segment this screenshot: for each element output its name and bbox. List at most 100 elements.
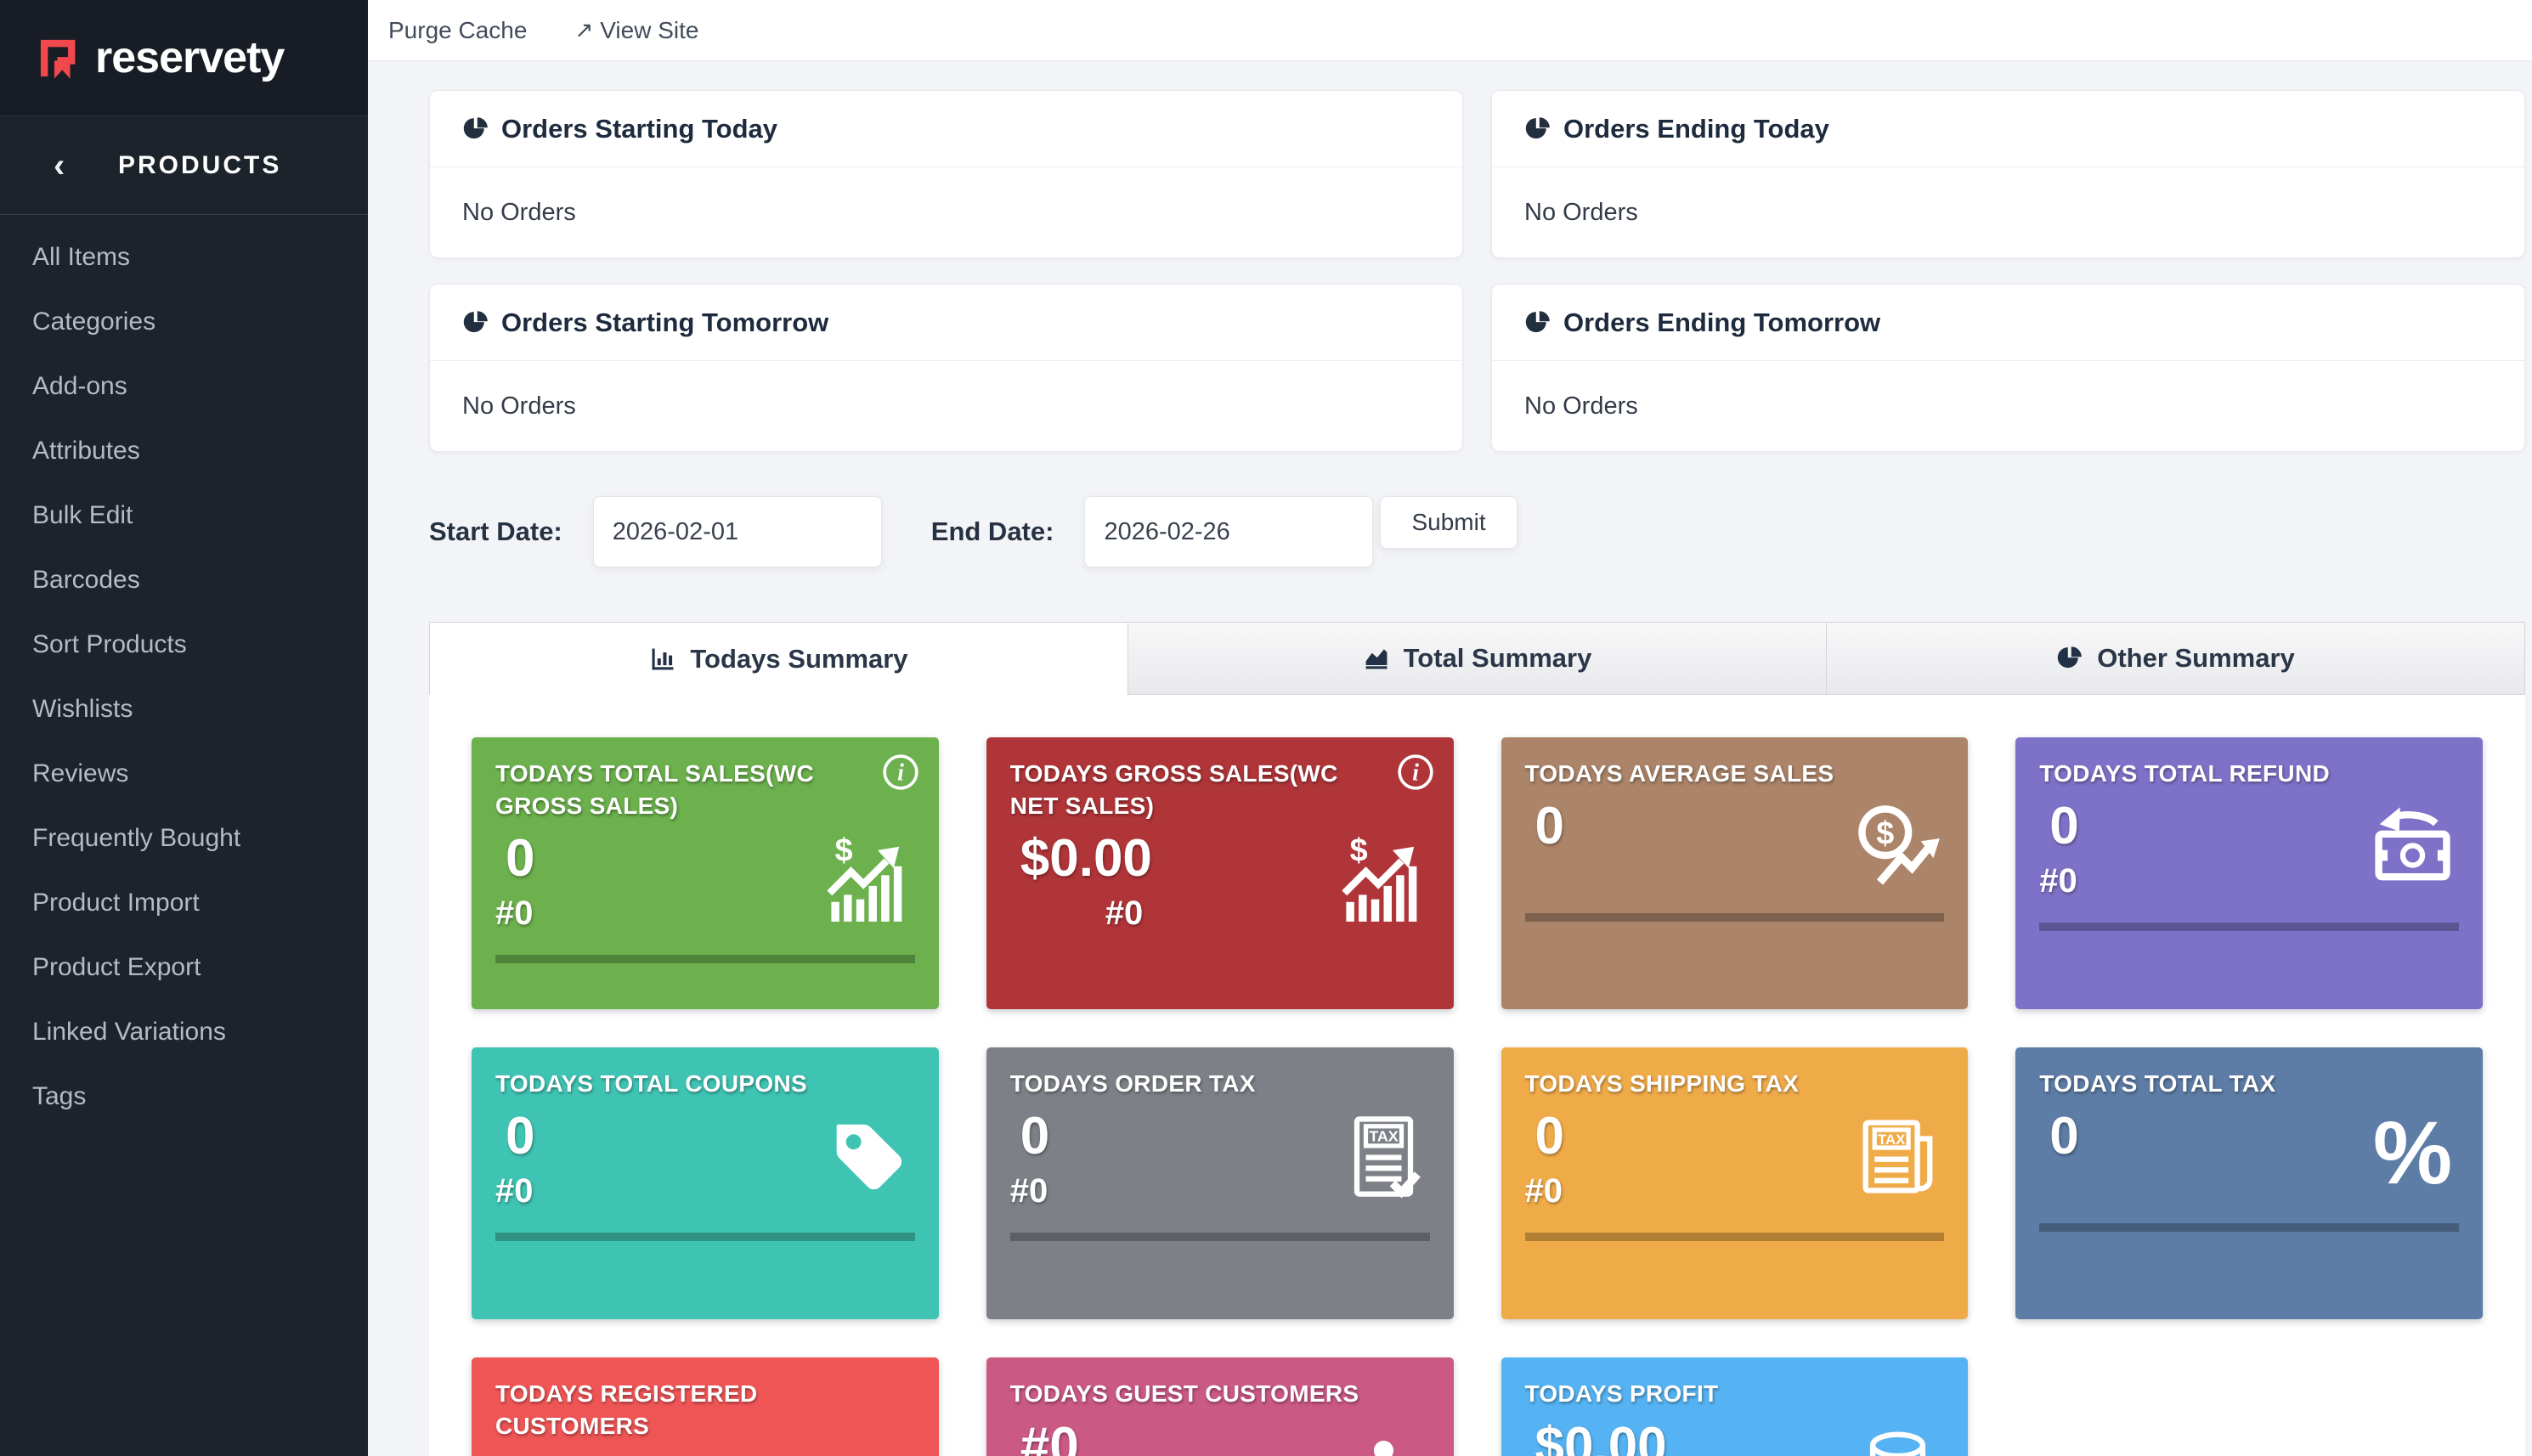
stat-card-grid: TODAYS TOTAL SALES(WC GROSS SALES) 0 #0 — [429, 695, 2525, 1456]
tab-label: Other Summary — [2097, 643, 2295, 673]
stat-count: #0 — [495, 894, 534, 932]
money-refund-icon — [2368, 802, 2457, 891]
sidebar-item-categories[interactable]: Categories — [32, 308, 156, 336]
orders-ending-tomorrow-card: Orders Ending Tomorrow No Orders — [1491, 284, 2525, 452]
sidebar-item-sort-products[interactable]: Sort Products — [32, 630, 187, 658]
stat-card-todays-gross-sales: TODAYS GROSS SALES(WC NET SALES) $0.00 #… — [986, 737, 1454, 1009]
info-icon[interactable] — [1396, 753, 1435, 792]
start-date-label: Start Date: — [429, 516, 562, 546]
stat-value: #0 — [506, 1450, 564, 1456]
summary-tabs: Todays Summary Total Summary Other Summa… — [429, 622, 2525, 695]
orders-starting-today-card: Orders Starting Today No Orders — [429, 90, 1463, 258]
stat-title: TODAYS AVERAGE SALES — [1524, 760, 1834, 787]
tab-todays-summary[interactable]: Todays Summary — [430, 623, 1128, 695]
sidebar-item-linked-variations[interactable]: Linked Variations — [32, 1018, 226, 1046]
reservety-logo-icon — [40, 39, 76, 79]
orders-ending-today-card: Orders Ending Today No Orders — [1491, 90, 2525, 258]
stat-card-todays-total-coupons: TODAYS TOTAL COUPONS 0 #0 — [472, 1047, 939, 1319]
sidebar-item-tags[interactable]: Tags — [32, 1082, 87, 1110]
sidebar-item-add-ons[interactable]: Add-ons — [32, 372, 127, 400]
stat-card-todays-total-sales: TODAYS TOTAL SALES(WC GROSS SALES) 0 #0 — [472, 737, 939, 1009]
collapse-sidebar-icon[interactable]: ‹ — [54, 146, 65, 184]
stat-title: TODAYS PROFIT — [1524, 1380, 1719, 1407]
sidebar-menu: All Items Categories Add-ons Attributes … — [0, 215, 368, 1129]
submit-button[interactable]: Submit — [1380, 496, 1518, 549]
coins-icon — [1853, 1422, 1942, 1456]
stat-count: #0 — [1009, 1171, 1048, 1210]
stat-divider — [495, 1232, 915, 1241]
start-date-input[interactable] — [592, 496, 882, 567]
stat-card-todays-average-sales: TODAYS AVERAGE SALES 0 — [1501, 737, 1969, 1009]
stat-value: 0 — [1534, 1107, 1564, 1165]
stat-title: TODAYS TOTAL SALES(WC GROSS SALES) — [495, 760, 815, 819]
brand-name: reservety — [95, 33, 285, 82]
tab-label: Total Summary — [1403, 643, 1592, 673]
info-icon[interactable] — [881, 753, 920, 792]
order-card-body: No Orders — [462, 392, 576, 420]
end-date-input[interactable] — [1084, 496, 1374, 567]
stat-title: TODAYS REGISTERED CUSTOMERS — [495, 1380, 758, 1439]
orders-starting-tomorrow-card: Orders Starting Tomorrow No Orders — [429, 284, 1463, 452]
tax-newspaper-icon — [1853, 1112, 1942, 1201]
stat-card-todays-order-tax: TODAYS ORDER TAX 0 #0 — [986, 1047, 1454, 1319]
stat-count: #0 — [1524, 1171, 1563, 1210]
sidebar-item-product-export[interactable]: Product Export — [32, 953, 201, 981]
stat-count: #0 — [2039, 861, 2077, 900]
stat-count: #0 — [495, 1171, 534, 1210]
order-card-header: Orders Ending Today — [1492, 91, 2524, 167]
stat-value: #0 — [1020, 1417, 1079, 1456]
sidebar-item-frequently-bought[interactable]: Frequently Bought — [32, 824, 241, 852]
order-card-title: Orders Ending Tomorrow — [1563, 307, 1881, 337]
stat-value: 0 — [1534, 797, 1564, 855]
stat-title: TODAYS TOTAL REFUND — [2039, 760, 2330, 787]
stat-divider — [2039, 922, 2459, 931]
sidebar-section-header: ‹ PRODUCTS — [0, 116, 368, 215]
sidebar-item-all-items[interactable]: All Items — [32, 243, 131, 271]
stat-card-todays-shipping-tax: TODAYS SHIPPING TAX 0 #0 — [1501, 1047, 1969, 1319]
pie-chart-icon — [1524, 309, 1551, 336]
view-site-link[interactable]: ↗ View Site — [574, 17, 698, 44]
sidebar-item-attributes[interactable]: Attributes — [32, 437, 140, 465]
todays-summary-panel: TODAYS TOTAL SALES(WC GROSS SALES) 0 #0 — [429, 695, 2525, 1456]
order-card-body: No Orders — [1524, 198, 1638, 226]
order-card-body: No Orders — [462, 198, 576, 226]
sidebar-item-barcodes[interactable]: Barcodes — [32, 566, 140, 594]
stat-value: 0 — [506, 829, 535, 888]
stat-card-todays-profit: TODAYS PROFIT $0.00 — [1501, 1357, 1969, 1456]
stat-title: TODAYS GROSS SALES(WC NET SALES) — [1009, 760, 1338, 819]
sidebar-item-wishlists[interactable]: Wishlists — [32, 695, 133, 723]
view-site-label: View Site — [600, 16, 699, 43]
brand-logo[interactable]: reservety — [0, 0, 368, 116]
stat-divider — [1524, 1232, 1945, 1241]
orders-overview-grid: Orders Starting Today No Orders Orders E… — [429, 90, 2525, 452]
order-card-header: Orders Starting Today — [430, 91, 1462, 167]
tab-other-summary[interactable]: Other Summary — [1826, 623, 2524, 695]
stat-card-todays-total-refund: TODAYS TOTAL REFUND 0 #0 — [2015, 737, 2483, 1009]
stat-divider — [495, 954, 915, 963]
stat-title: TODAYS GUEST CUSTOMERS — [1009, 1380, 1359, 1407]
stat-value: 0 — [2049, 797, 2079, 855]
order-card-header: Orders Starting Tomorrow — [430, 285, 1462, 361]
stat-value: $0.00 — [1534, 1417, 1667, 1456]
stat-value: 0 — [2049, 1107, 2079, 1165]
sales-chart-dollar-icon — [824, 834, 913, 923]
purge-cache-link[interactable]: Purge Cache — [388, 16, 528, 43]
order-card-body: No Orders — [1524, 392, 1638, 420]
tab-total-summary[interactable]: Total Summary — [1128, 623, 1826, 695]
stat-value: 0 — [506, 1107, 535, 1165]
users-group-icon — [1339, 1422, 1428, 1456]
end-date-label: End Date: — [930, 516, 1054, 546]
stat-count: #0 — [1105, 894, 1144, 932]
sidebar-item-product-import[interactable]: Product Import — [32, 889, 200, 917]
stat-title: TODAYS TOTAL COUPONS — [495, 1070, 807, 1097]
stat-title: TODAYS ORDER TAX — [1009, 1070, 1256, 1097]
stat-value: 0 — [1020, 1107, 1050, 1165]
sidebar-item-bulk-edit[interactable]: Bulk Edit — [32, 501, 133, 529]
stat-card-todays-registered-customers: TODAYS REGISTERED CUSTOMERS #0 — [472, 1357, 939, 1456]
percent-icon — [2368, 1112, 2457, 1201]
dollar-trend-icon — [1853, 802, 1942, 891]
sidebar-item-reviews[interactable]: Reviews — [32, 759, 129, 787]
tax-document-icon — [1339, 1112, 1428, 1201]
pie-chart-icon — [462, 309, 489, 336]
